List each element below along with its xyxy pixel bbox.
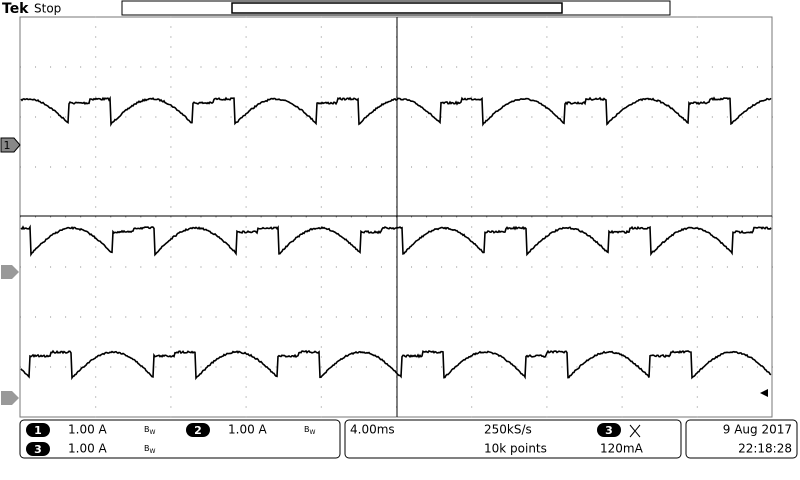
channel-number: 1 [34,424,42,437]
channel-badge [26,423,50,437]
trace-1 [20,95,772,127]
bandwidth-w: W [150,448,156,455]
trigger-source-badge [597,423,621,437]
bandwidth-w: W [150,429,156,436]
record-length: 10k points [484,442,547,456]
sample-rate: 250kS/s [484,423,532,437]
readout: 1 1.00 A BW 2 1.00 A BW3 1.00 A BW [26,423,316,456]
ch3-marker [1,391,19,405]
ch1-marker-label: 1 [4,139,11,152]
channel-number: 2 [194,424,202,437]
channel-badge [26,442,50,456]
channel-number: 3 [34,443,42,456]
grid-dots [20,16,773,418]
bandwidth-b: B [304,425,310,434]
ch2-marker [1,265,19,279]
trigger-slope-icon [629,424,641,438]
channel-scale: 1.00 A [228,423,268,437]
trigger-level: 120mA [600,442,644,456]
trigger-marker [760,389,768,397]
status: Stop [34,2,61,16]
time: 22:18:28 [738,442,792,456]
bandwidth-b: B [144,425,150,434]
brand: Tek [2,1,29,17]
trace-3 [20,349,772,381]
channel-scale: 1.00 A [68,442,108,456]
trigger-source: 3 [605,424,613,437]
bandwidth-limit: BW [144,444,156,455]
bandwidth-limit: BW [304,425,316,436]
bandwidth-b: B [144,444,150,453]
record-view [231,2,563,14]
channel-badge [186,423,210,437]
traces [20,95,772,381]
timebase: 4.00ms [350,423,395,437]
grid [20,16,773,418]
date: 9 Aug 2017 [723,423,792,437]
datetime-panel [685,419,798,459]
bandwidth-limit: BW [144,425,156,436]
channel-scale: 1.00 A [68,423,108,437]
bandwidth-w: W [310,429,316,436]
trace-2 [20,224,772,258]
channel-panel [19,419,341,459]
timebase-panel [344,419,682,459]
ch1-marker [0,137,21,153]
